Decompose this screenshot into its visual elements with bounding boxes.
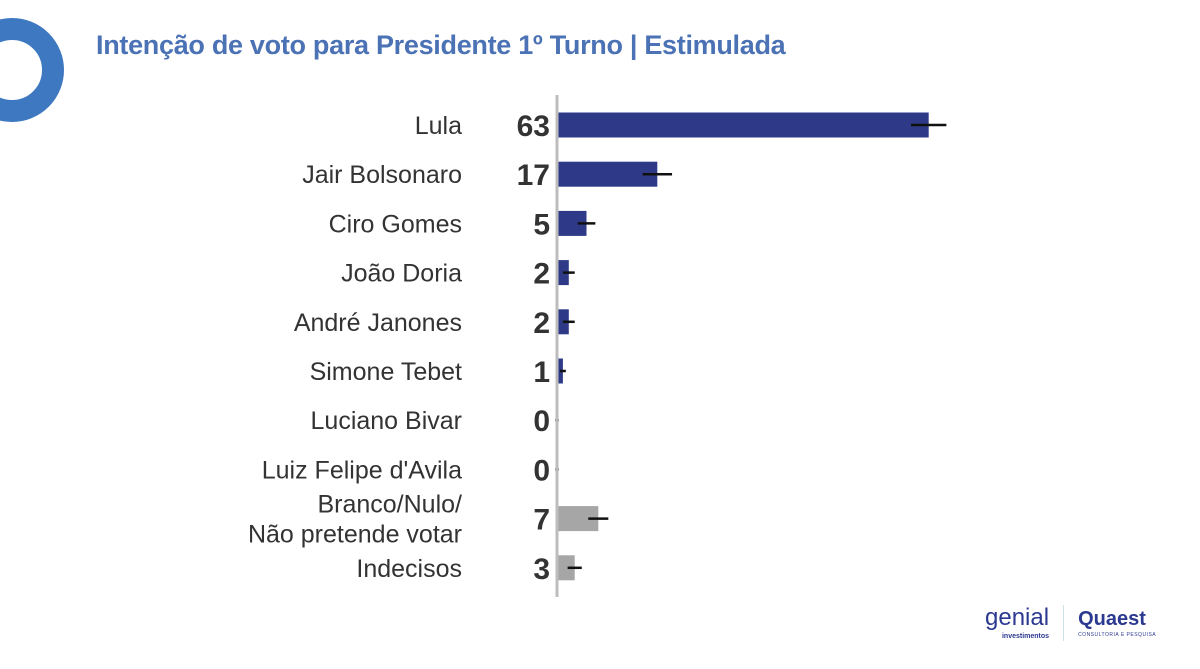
value-label: 1 — [533, 356, 550, 389]
category-label: Não pretende votar — [248, 521, 462, 549]
bar — [557, 555, 575, 581]
value-label: 2 — [533, 307, 550, 340]
category-label: Indecisos — [356, 555, 462, 583]
value-label: 3 — [533, 553, 550, 586]
logos: genial investimentos Quaest CONSULTORIA E … — [985, 604, 1156, 642]
category-label: Jair Bolsonaro — [302, 161, 462, 189]
quaest-logo-subtext: CONSULTORIA E PESQUISA — [1078, 632, 1157, 638]
bar — [557, 112, 929, 138]
chart-title: Intenção de voto para Presidente 1º Turn… — [96, 30, 786, 60]
value-label: 7 — [533, 504, 550, 537]
quaest-logo: Quaest CONSULTORIA E PESQUISA — [1078, 607, 1156, 639]
category-label: Simone Tebet — [310, 358, 462, 386]
value-label: 5 — [533, 208, 550, 241]
category-label: Luiz Felipe d'Avila — [262, 456, 462, 484]
bar — [557, 161, 658, 187]
category-label: Branco/Nulo/ — [317, 491, 462, 519]
category-label: Lula — [415, 112, 462, 140]
category-label: João Doria — [341, 260, 462, 288]
category-label: André Janones — [294, 309, 462, 337]
genial-logo: genial investimentos — [985, 604, 1049, 642]
value-label: 0 — [533, 405, 550, 438]
genial-logo-subtext: investimentos — [1001, 633, 1050, 640]
quaest-logo-text: Quaest — [1078, 608, 1146, 630]
category-label: Luciano Bivar — [311, 407, 462, 435]
value-label: 17 — [517, 159, 550, 192]
genial-logo-text: genial — [985, 604, 1050, 631]
value-label: 63 — [517, 110, 550, 143]
category-label: Ciro Gomes — [329, 210, 462, 238]
value-label: 0 — [533, 454, 550, 487]
logo-divider — [1063, 605, 1065, 641]
value-label: 2 — [533, 258, 550, 291]
